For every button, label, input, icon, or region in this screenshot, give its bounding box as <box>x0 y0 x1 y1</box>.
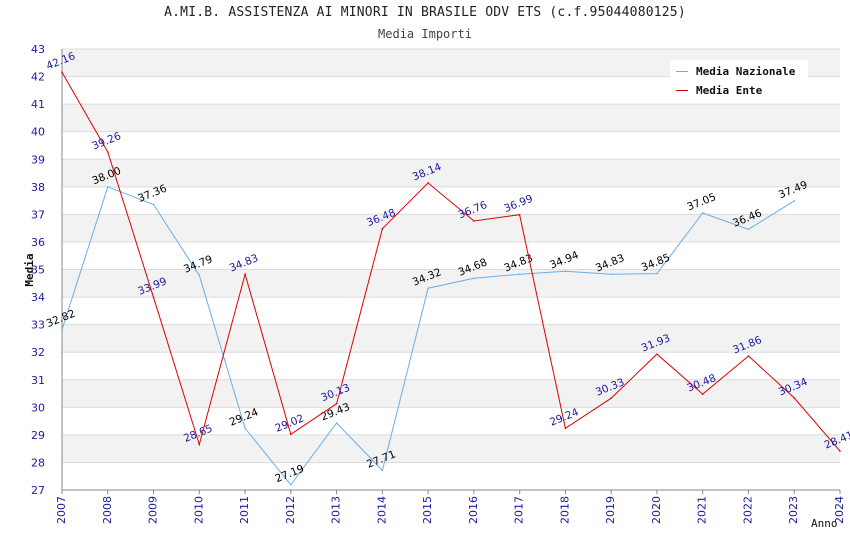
data-point <box>152 203 155 206</box>
y-tick-label: 43 <box>31 43 45 56</box>
x-tick-label: 2016 <box>467 496 480 524</box>
x-tick-label: 2008 <box>101 496 114 524</box>
data-point <box>610 273 612 275</box>
y-tick-label: 31 <box>31 374 45 387</box>
data-point <box>518 273 521 275</box>
grid-band <box>62 186 840 215</box>
data-point <box>564 270 567 272</box>
legend-item-media-nazionale: Media Nazionale <box>670 63 795 79</box>
legend-label-media-nazionale: Media Nazionale <box>696 64 796 78</box>
data-point <box>701 393 704 395</box>
grid-band <box>62 241 840 270</box>
data-point <box>793 397 796 399</box>
x-tick-label: 2023 <box>787 496 800 524</box>
chart-legend: Media Nazionale Media Ente <box>670 60 808 102</box>
x-tick-label: 2010 <box>192 496 205 524</box>
data-point <box>290 433 292 436</box>
x-tick-label: 2015 <box>421 496 434 524</box>
data-point <box>427 287 429 290</box>
data-point <box>747 355 750 357</box>
data-point <box>656 353 658 355</box>
grid-band <box>62 352 840 380</box>
grid-band <box>62 379 840 408</box>
x-tick-label: 2021 <box>696 496 709 524</box>
data-point <box>564 427 567 430</box>
legend-swatch-media-ente <box>676 89 688 91</box>
y-tick-label: 27 <box>31 484 45 497</box>
grid-band <box>62 131 840 160</box>
y-tick-label: 36 <box>31 236 45 249</box>
y-tick-label: 40 <box>31 126 45 139</box>
x-tick-label: 2011 <box>238 496 251 524</box>
data-point <box>152 296 155 299</box>
y-tick-label: 32 <box>31 346 45 359</box>
x-tick-label: 2017 <box>513 496 526 524</box>
y-tick-label: 37 <box>31 208 45 221</box>
data-point <box>335 422 338 424</box>
data-point <box>106 186 109 188</box>
x-tick-label: 2014 <box>375 496 388 524</box>
y-tick-label: 39 <box>31 153 45 166</box>
y-tick-label: 38 <box>31 181 45 194</box>
data-point <box>61 328 63 331</box>
legend-swatch-media-nazionale <box>676 70 688 72</box>
data-point <box>61 71 63 73</box>
data-point <box>610 397 612 400</box>
grid-band <box>62 214 840 242</box>
grid-band <box>62 462 840 490</box>
chart-subtitle: Media Importi <box>378 27 472 41</box>
x-tick-label: 2022 <box>741 496 754 524</box>
grid-band <box>62 407 840 435</box>
data-point <box>244 427 246 430</box>
legend-label-media-ente: Media Ente <box>696 83 763 97</box>
data-point <box>335 402 338 405</box>
x-tick-label: 2007 <box>55 496 68 524</box>
data-point <box>427 182 429 184</box>
grid-band <box>62 324 840 353</box>
x-tick-label: 2020 <box>650 496 663 524</box>
y-tick-label: 30 <box>31 401 45 414</box>
x-tick-label: 2013 <box>330 496 343 524</box>
y-tick-label: 41 <box>31 98 45 111</box>
y-tick-label: 29 <box>31 429 45 442</box>
x-axis-title: Anno <box>811 517 838 530</box>
grid-band <box>62 434 840 463</box>
x-tick-label: 2019 <box>604 496 617 524</box>
x-tick-label: 2012 <box>284 496 297 524</box>
x-tick-label: 2018 <box>558 496 571 524</box>
data-point <box>381 469 384 472</box>
y-tick-label: 35 <box>31 264 45 277</box>
grid-band <box>62 159 840 187</box>
series-line-media-ente <box>61 71 841 452</box>
grid-band <box>62 297 840 325</box>
legend-item-media-ente: Media Ente <box>670 82 762 98</box>
data-point <box>290 483 292 486</box>
chart-title: A.MI.B. ASSISTENZA AI MINORI IN BRASILE … <box>164 5 686 20</box>
y-axis-title: Media <box>23 253 36 286</box>
data-point <box>656 272 658 275</box>
y-tick-label: 33 <box>31 319 45 332</box>
data-point <box>518 213 521 216</box>
data-point <box>747 228 750 231</box>
data-point <box>701 212 704 214</box>
data-point <box>106 151 109 153</box>
data-point <box>839 450 841 452</box>
data-point <box>198 274 201 277</box>
data-point <box>793 200 796 202</box>
y-tick-label: 34 <box>31 291 45 304</box>
x-tick-label: 2009 <box>147 496 160 524</box>
data-point <box>473 277 475 280</box>
y-tick-label: 42 <box>31 71 45 84</box>
x-tick-label: 2024 <box>833 496 846 524</box>
data-point <box>473 220 475 222</box>
data-point <box>198 443 201 446</box>
data-point <box>381 227 384 230</box>
y-tick-label: 28 <box>31 456 45 469</box>
grid-band <box>62 104 840 132</box>
data-point <box>244 273 246 275</box>
